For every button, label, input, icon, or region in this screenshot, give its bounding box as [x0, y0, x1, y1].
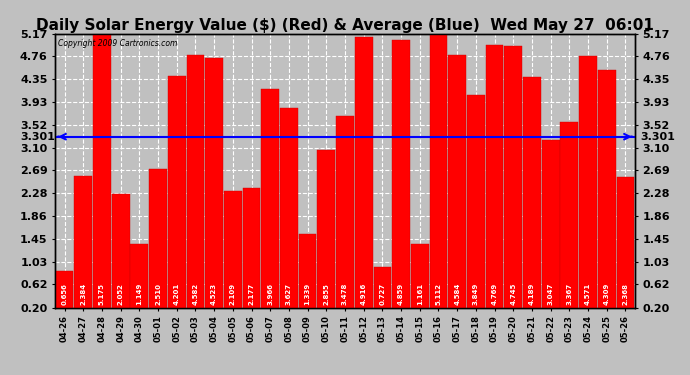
Bar — [617, 177, 634, 308]
Bar — [373, 267, 391, 308]
Text: 1.161: 1.161 — [417, 283, 423, 305]
Text: 3.047: 3.047 — [548, 282, 553, 305]
Bar — [448, 55, 466, 308]
Bar — [280, 108, 298, 307]
Bar — [560, 122, 578, 308]
Bar — [392, 40, 410, 308]
Text: 3.301: 3.301 — [640, 132, 676, 142]
Bar — [542, 140, 560, 308]
Text: 3.301: 3.301 — [20, 132, 55, 142]
Bar — [486, 45, 504, 308]
Title: Daily Solar Energy Value ($) (Red) & Average (Blue)  Wed May 27  06:01: Daily Solar Energy Value ($) (Red) & Ave… — [36, 18, 654, 33]
Bar — [112, 195, 130, 308]
Text: 3.849: 3.849 — [473, 282, 479, 305]
Text: 4.916: 4.916 — [361, 282, 366, 305]
Text: 3.478: 3.478 — [342, 282, 348, 305]
Text: 4.582: 4.582 — [193, 283, 199, 305]
Bar — [56, 272, 73, 308]
Bar — [168, 76, 186, 308]
Bar — [411, 243, 428, 308]
Text: 4.201: 4.201 — [174, 282, 179, 305]
Text: 0.727: 0.727 — [380, 283, 386, 305]
Text: 0.656: 0.656 — [61, 283, 68, 305]
Bar — [243, 188, 260, 308]
Text: Copyright 2009 Cartronics.com: Copyright 2009 Cartronics.com — [58, 39, 177, 48]
Bar — [186, 55, 204, 308]
Bar — [355, 37, 373, 308]
Text: 2.052: 2.052 — [117, 283, 124, 305]
Text: 4.523: 4.523 — [211, 283, 217, 305]
Text: 2.177: 2.177 — [248, 283, 255, 305]
Bar — [93, 22, 111, 308]
Text: 4.571: 4.571 — [585, 282, 591, 305]
Text: 4.745: 4.745 — [511, 282, 516, 305]
Text: 2.368: 2.368 — [622, 283, 629, 305]
Text: 5.175: 5.175 — [99, 283, 105, 305]
Text: 4.859: 4.859 — [398, 282, 404, 305]
Text: 2.109: 2.109 — [230, 283, 236, 305]
Text: 1.149: 1.149 — [137, 282, 142, 305]
Text: 4.189: 4.189 — [529, 282, 535, 305]
Text: 2.384: 2.384 — [80, 282, 86, 305]
Bar — [205, 58, 223, 308]
Text: 1.339: 1.339 — [304, 282, 310, 305]
Bar — [75, 176, 92, 308]
Text: 2.855: 2.855 — [324, 283, 329, 305]
Text: 4.309: 4.309 — [604, 282, 610, 305]
Bar — [504, 46, 522, 308]
Bar — [430, 26, 447, 307]
Text: 3.367: 3.367 — [566, 283, 573, 305]
Text: 4.769: 4.769 — [491, 282, 497, 305]
Bar — [149, 169, 167, 308]
Bar — [467, 96, 485, 308]
Bar — [523, 77, 541, 308]
Text: 3.966: 3.966 — [267, 283, 273, 305]
Bar — [224, 191, 241, 308]
Bar — [262, 89, 279, 308]
Text: 3.627: 3.627 — [286, 283, 292, 305]
Text: 2.510: 2.510 — [155, 283, 161, 305]
Bar — [130, 244, 148, 308]
Bar — [598, 70, 615, 308]
Text: 5.112: 5.112 — [435, 283, 442, 305]
Bar — [299, 234, 317, 308]
Bar — [336, 116, 354, 308]
Text: 4.584: 4.584 — [454, 282, 460, 305]
Bar — [317, 150, 335, 308]
Bar — [579, 56, 597, 308]
